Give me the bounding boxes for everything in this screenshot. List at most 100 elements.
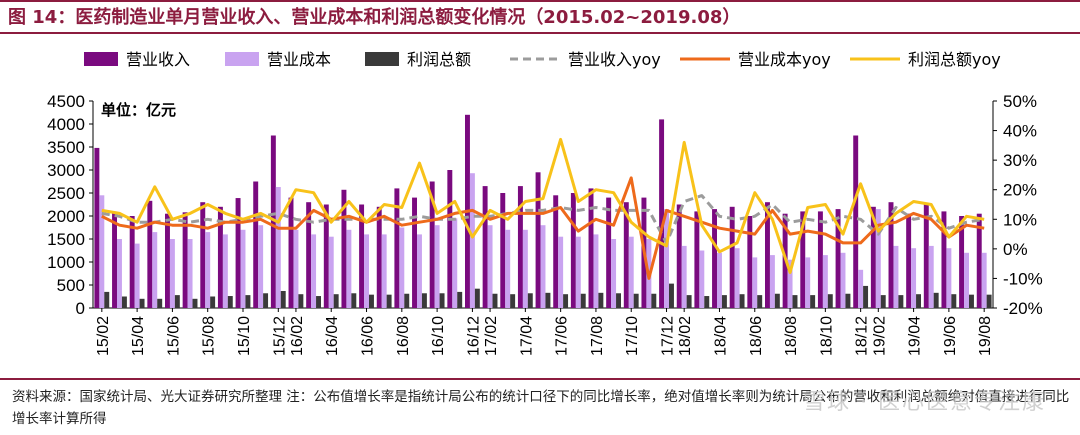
bar-营业成本 (593, 234, 599, 308)
x-tick-label: 15/06 (165, 316, 182, 356)
bar-营业收入 (976, 213, 982, 308)
bar-营业成本 (311, 234, 317, 308)
bar-利润总额 (510, 294, 516, 308)
bar-营业收入 (676, 204, 682, 308)
bar-营业成本 (240, 229, 246, 308)
bar-营业成本 (681, 245, 687, 308)
legend-label-营业成本yoy: 营业成本yoy (738, 50, 831, 69)
legend-label-利润总额: 利润总额 (407, 50, 471, 69)
bar-利润总额 (633, 293, 639, 308)
left-tick-label: 1000 (47, 253, 85, 272)
left-tick-label: 1500 (47, 230, 85, 249)
bar-利润总额 (969, 294, 974, 308)
right-tick-label: 20% (1003, 181, 1037, 200)
bar-营业收入 (923, 204, 929, 308)
x-tick-label: 17/08 (589, 316, 606, 356)
bar-利润总额 (669, 283, 674, 308)
bar-营业成本 (187, 239, 193, 308)
bar-营业成本 (417, 234, 422, 308)
x-tick-label: 17/04 (518, 316, 535, 356)
unit-label: 单位：亿元 (101, 101, 176, 119)
bar-营业收入 (376, 206, 382, 308)
bar-营业成本 (769, 255, 775, 308)
right-tick-label: 40% (1003, 122, 1037, 141)
bar-营业成本 (346, 229, 352, 308)
bar-营业成本 (822, 255, 828, 308)
bar-利润总额 (280, 290, 286, 308)
bar-营业收入 (941, 211, 947, 308)
bar-营业成本 (258, 225, 264, 308)
bar-营业收入 (817, 211, 823, 308)
bar-营业收入 (623, 202, 629, 308)
x-tick-label: 16/02 (289, 316, 306, 356)
bar-营业收入 (765, 202, 770, 308)
bar-利润总额 (916, 294, 921, 308)
bar-营业收入 (535, 172, 541, 308)
bar-营业收入 (217, 206, 223, 308)
bar-利润总额 (192, 298, 198, 308)
bar-营业收入 (553, 195, 559, 308)
bar-营业收入 (906, 213, 912, 308)
left-tick-label: 500 (57, 276, 85, 295)
left-tick-label: 3000 (47, 161, 85, 180)
legend-swatch-营业成本 (225, 52, 259, 66)
bar-营业收入 (853, 135, 859, 308)
title-bar: 图 14：医药制造业单月营业收入、营业成本和利润总额变化情况（2015.02~2… (0, 0, 1080, 34)
x-tick-label: 16/06 (360, 316, 377, 356)
bar-利润总额 (986, 294, 992, 308)
bar-营业收入 (517, 186, 523, 308)
line-营业成本yoy (101, 176, 985, 280)
bar-营业收入 (588, 188, 594, 308)
bar-利润总额 (792, 295, 798, 308)
bar-利润总额 (651, 293, 657, 308)
bar-利润总额 (863, 285, 869, 308)
x-tick-label: 15/02 (95, 316, 112, 356)
x-tick-label: 16/10 (430, 316, 447, 356)
bar-利润总额 (351, 293, 357, 308)
x-tick-label: 15/12 (271, 316, 288, 356)
bar-营业收入 (606, 197, 612, 308)
bar-营业收入 (500, 193, 506, 308)
bar-营业成本 (134, 243, 140, 308)
left-tick-label: 3500 (47, 138, 85, 157)
x-tick-label: 16/08 (395, 316, 412, 356)
x-tick-label: 19/02 (871, 316, 888, 356)
right-tick-label: 10% (1003, 210, 1037, 229)
bar-利润总额 (245, 295, 251, 308)
bar-利润总额 (845, 293, 851, 308)
bar-利润总额 (545, 292, 551, 308)
bar-营业成本 (381, 234, 387, 308)
bar-营业收入 (694, 211, 700, 308)
right-tick-label: 30% (1003, 151, 1037, 170)
left-tick-label: 2000 (47, 207, 85, 226)
bar-利润总额 (139, 298, 145, 308)
bar-营业成本 (893, 245, 899, 308)
bar-利润总额 (880, 295, 886, 308)
bar-利润总额 (563, 294, 569, 308)
bar-营业成本 (99, 195, 105, 308)
legend-label-营业收入yoy: 营业收入yoy (568, 50, 661, 69)
bar-利润总额 (210, 296, 216, 308)
bar-营业收入 (870, 206, 876, 308)
x-tick-label: 18/08 (783, 316, 800, 356)
left-tick-label: 0 (76, 299, 85, 318)
bar-利润总额 (774, 293, 780, 308)
bar-营业成本 (364, 234, 369, 308)
bar-营业成本 (734, 248, 740, 308)
bar-营业收入 (712, 209, 717, 308)
bar-利润总额 (104, 291, 110, 308)
x-tick-label: 17/02 (483, 316, 500, 356)
bar-利润总额 (933, 292, 939, 308)
bar-营业成本 (117, 239, 122, 308)
bar-营业收入 (165, 213, 170, 308)
bar-营业收入 (412, 197, 417, 308)
bar-营业收入 (729, 206, 735, 308)
bar-利润总额 (686, 295, 692, 308)
right-tick-label: -20% (1003, 299, 1043, 318)
bar-营业成本 (928, 245, 934, 308)
bar-营业收入 (447, 170, 453, 308)
bar-营业成本 (911, 248, 917, 308)
bar-营业收入 (747, 216, 753, 308)
bar-营业成本 (399, 227, 405, 308)
bar-营业成本 (522, 229, 528, 308)
